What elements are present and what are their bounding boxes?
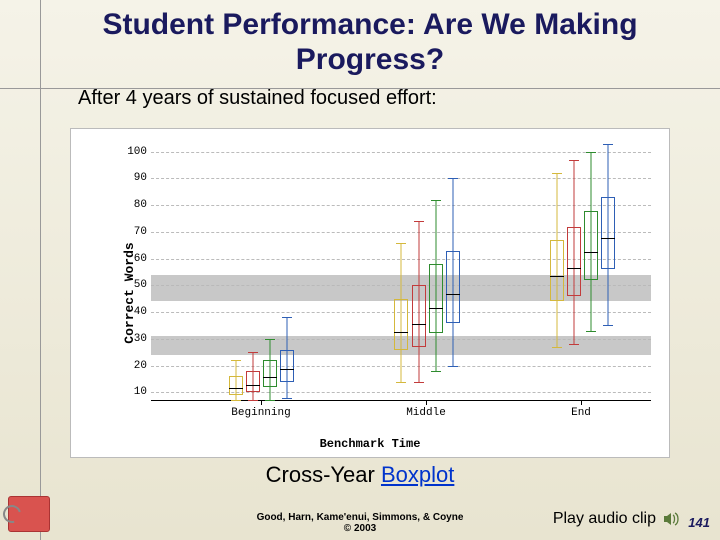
median-line — [394, 332, 408, 333]
box — [412, 285, 426, 346]
y-tick-label: 30 — [119, 333, 147, 345]
median-line — [584, 252, 598, 253]
whisker-cap — [603, 325, 613, 326]
page-number: 141 — [688, 515, 710, 530]
whisker-cap — [282, 398, 292, 399]
whisker-cap — [396, 382, 406, 383]
whisker-cap — [569, 344, 579, 345]
whisker-cap — [586, 331, 596, 332]
decorative-vline — [40, 0, 41, 540]
x-tick-label: Beginning — [231, 407, 290, 419]
median-line — [280, 369, 294, 370]
y-tick-label: 60 — [119, 253, 147, 265]
whisker-cap — [448, 366, 458, 367]
whisker-cap — [396, 243, 406, 244]
box — [263, 360, 277, 387]
box — [280, 350, 294, 382]
slide-title: Student Performance: Are We Making Progr… — [0, 0, 720, 81]
median-line — [550, 276, 564, 277]
x-tick-mark — [581, 401, 582, 405]
whisker-cap — [431, 371, 441, 372]
boxplot-chart: Correct Words Benchmark Time BeginningMi… — [70, 128, 670, 458]
whisker-cap — [431, 200, 441, 201]
x-tick-label: Middle — [406, 407, 446, 419]
chart-caption: Cross-Year Boxplot — [0, 462, 720, 488]
median-line — [229, 388, 243, 389]
gridline — [151, 205, 651, 206]
box — [229, 376, 243, 395]
box — [601, 197, 615, 269]
x-tick-mark — [261, 401, 262, 405]
median-line — [567, 268, 581, 269]
boxplot-link[interactable]: Boxplot — [381, 462, 454, 487]
x-tick-mark — [426, 401, 427, 405]
decorative-hline — [0, 88, 720, 89]
whisker-cap — [414, 382, 424, 383]
whisker-cap — [231, 360, 241, 361]
median-line — [429, 308, 443, 309]
median-line — [412, 324, 426, 325]
whisker-cap — [248, 352, 258, 353]
audio-label[interactable]: Play audio clip — [553, 510, 656, 528]
gridline — [151, 178, 651, 179]
box — [446, 251, 460, 323]
whisker-cap — [586, 152, 596, 153]
y-tick-label: 50 — [119, 279, 147, 291]
box — [584, 211, 598, 281]
whisker-cap — [282, 317, 292, 318]
box — [567, 227, 581, 297]
whisker-cap — [552, 173, 562, 174]
median-line — [263, 377, 277, 378]
whisker-cap — [552, 347, 562, 348]
whisker-cap — [231, 400, 241, 401]
y-tick-label: 80 — [119, 199, 147, 211]
slide-subtitle: After 4 years of sustained focused effor… — [0, 81, 720, 114]
whisker-cap — [265, 339, 275, 340]
median-line — [601, 238, 615, 239]
y-tick-label: 90 — [119, 172, 147, 184]
whisker-cap — [569, 160, 579, 161]
y-tick-label: 40 — [119, 306, 147, 318]
citation-year: © 2003 — [344, 523, 376, 534]
whisker-cap — [414, 221, 424, 222]
plot-region: BeginningMiddleEnd — [151, 141, 651, 401]
box — [550, 240, 564, 301]
y-tick-label: 100 — [119, 146, 147, 158]
speaker-icon[interactable] — [662, 510, 680, 528]
whisker-cap — [603, 144, 613, 145]
x-tick-label: End — [571, 407, 591, 419]
box — [394, 299, 408, 350]
whisker-cap — [265, 400, 275, 401]
y-tick-label: 20 — [119, 360, 147, 372]
y-tick-label: 70 — [119, 226, 147, 238]
y-tick-label: 10 — [119, 386, 147, 398]
corner-badge-icon — [8, 496, 50, 532]
whisker-cap — [448, 178, 458, 179]
x-axis-line — [151, 400, 651, 401]
caption-prefix: Cross-Year — [266, 462, 381, 487]
citation-authors: Good, Harn, Kame'enui, Simmons, & Coyne — [257, 512, 464, 523]
gridline — [151, 152, 651, 153]
median-line — [446, 294, 460, 295]
gridline — [151, 392, 651, 393]
x-axis-label: Benchmark Time — [71, 437, 669, 451]
box — [429, 264, 443, 334]
box — [246, 371, 260, 392]
median-line — [246, 385, 260, 386]
whisker-cap — [248, 400, 258, 401]
